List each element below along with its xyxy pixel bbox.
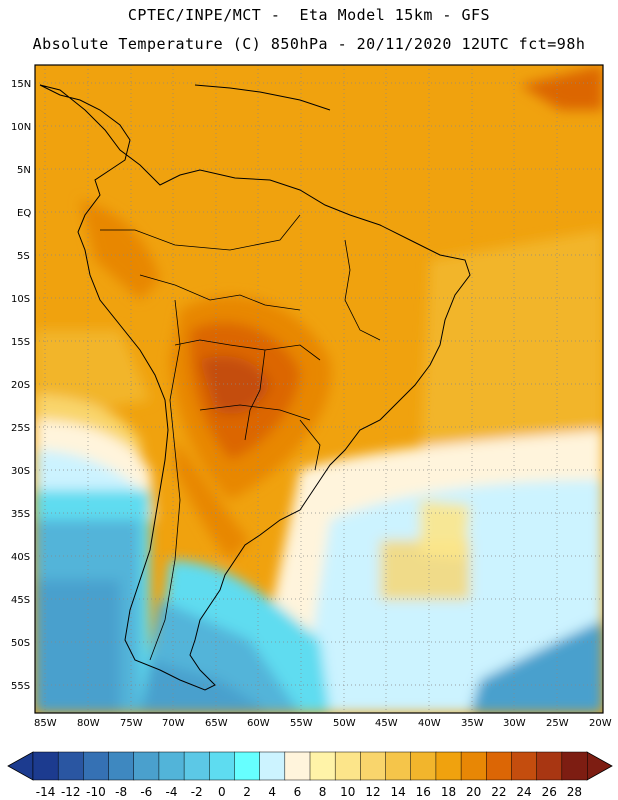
colorbar-swatch — [360, 751, 387, 781]
lat-label: 5S — [17, 251, 30, 262]
colorbar-tick-label: 22 — [491, 785, 506, 799]
colorbar-swatch — [511, 751, 538, 781]
lat-label: 55S — [11, 681, 30, 692]
colorbar-tick-label: 0 — [218, 785, 226, 799]
colorbar-swatch — [108, 751, 135, 781]
lon-label: 85W — [34, 718, 57, 729]
colorbar-left-arrow — [7, 751, 34, 781]
colorbar-swatch — [486, 751, 513, 781]
colorbar-swatch — [536, 751, 563, 781]
lat-label: 15N — [11, 79, 31, 90]
temperature-field — [35, 65, 603, 713]
colorbar-swatch — [57, 751, 84, 781]
lat-label: EQ — [17, 208, 31, 219]
colorbar-swatch — [183, 751, 210, 781]
lon-label: 75W — [120, 718, 143, 729]
colorbar-swatch — [158, 751, 185, 781]
colorbar-tick-label: -6 — [140, 785, 152, 799]
colorbar-tick-label: 8 — [319, 785, 327, 799]
lat-label: 10N — [11, 122, 31, 133]
colorbar-tick-label: 4 — [268, 785, 276, 799]
colorbar-tick-label: 28 — [567, 785, 582, 799]
colorbar-tick-label: -10 — [86, 785, 106, 799]
longitude-axis: 85W 80W 75W 70W 65W 60W 55W 50W 45W 40W … — [34, 718, 612, 729]
colorbar-tick-label: -4 — [166, 785, 178, 799]
lat-label: 50S — [11, 638, 30, 649]
lat-label: 5N — [17, 165, 31, 176]
coastlines — [39, 84, 471, 691]
lon-label: 45W — [375, 718, 398, 729]
lon-label: 35W — [461, 718, 484, 729]
lon-label: 60W — [247, 718, 270, 729]
lat-label: 45S — [11, 595, 30, 606]
colorbar-swatch — [385, 751, 412, 781]
graticule — [35, 65, 603, 713]
colorbar-swatch — [32, 751, 59, 781]
colorbar-swatch — [309, 751, 336, 781]
colorbar-swatch — [435, 751, 462, 781]
lon-label: 65W — [205, 718, 228, 729]
colorbar-swatch — [209, 751, 236, 781]
map-title-line1: CPTEC/INPE/MCT - Eta Model 15km - GFS — [127, 6, 491, 24]
colorbar-tick-label: 12 — [365, 785, 380, 799]
colorbar-tick-label: -2 — [191, 785, 203, 799]
lon-label: 20W — [589, 718, 612, 729]
lon-label: 80W — [77, 718, 100, 729]
lat-label: 35S — [11, 509, 30, 520]
lon-label: 30W — [503, 718, 526, 729]
country-borders — [100, 214, 381, 661]
lat-label: 30S — [11, 466, 30, 477]
colorbar-tick-label: 24 — [516, 785, 531, 799]
colorbar: -14 -12 -10 -8 -6 -4 -2 0 2 4 6 8 10 12 14 16 18 20 22 24 26… — [7, 751, 613, 799]
plot-frame — [34, 64, 604, 714]
colorbar-tick-label: 6 — [294, 785, 302, 799]
colorbar-swatch — [334, 751, 361, 781]
colorbar-swatch — [133, 751, 160, 781]
colorbar-swatch — [561, 751, 588, 781]
lat-label: 25S — [11, 423, 30, 434]
colorbar-tick-label: -8 — [115, 785, 127, 799]
colorbar-tick-label: 20 — [466, 785, 481, 799]
colorbar-swatch — [460, 751, 487, 781]
lon-label: 50W — [333, 718, 356, 729]
map-title-line2: Absolute Temperature (C) 850hPa - 20/11/… — [32, 35, 586, 53]
colorbar-swatch — [83, 751, 110, 781]
colorbar-swatch — [234, 751, 261, 781]
colorbar-tick-label: -12 — [61, 785, 81, 799]
colorbar-tick-label: 14 — [390, 785, 405, 799]
colorbar-tick-label: 16 — [416, 785, 431, 799]
colorbar-tick-label: 18 — [441, 785, 456, 799]
colorbar-swatch — [284, 751, 311, 781]
colorbar-swatch — [410, 751, 437, 781]
lat-label: 20S — [11, 380, 30, 391]
colorbar-tick-label: -14 — [36, 785, 56, 799]
colorbar-tick-label: 10 — [340, 785, 355, 799]
lon-label: 55W — [290, 718, 313, 729]
lat-label: 40S — [11, 552, 30, 563]
colorbar-tick-label: 2 — [243, 785, 251, 799]
colorbar-tick-label: 26 — [542, 785, 557, 799]
colorbar-right-arrow — [586, 751, 613, 781]
lon-label: 70W — [162, 718, 185, 729]
lon-label: 40W — [418, 718, 441, 729]
lon-label: 25W — [546, 718, 569, 729]
colorbar-swatch — [259, 751, 286, 781]
lat-label: 10S — [11, 294, 30, 305]
latitude-axis: 15N 10N 5N EQ 5S 10S 15S 20S 25S 30S 35S… — [11, 79, 31, 692]
lat-label: 15S — [11, 337, 30, 348]
